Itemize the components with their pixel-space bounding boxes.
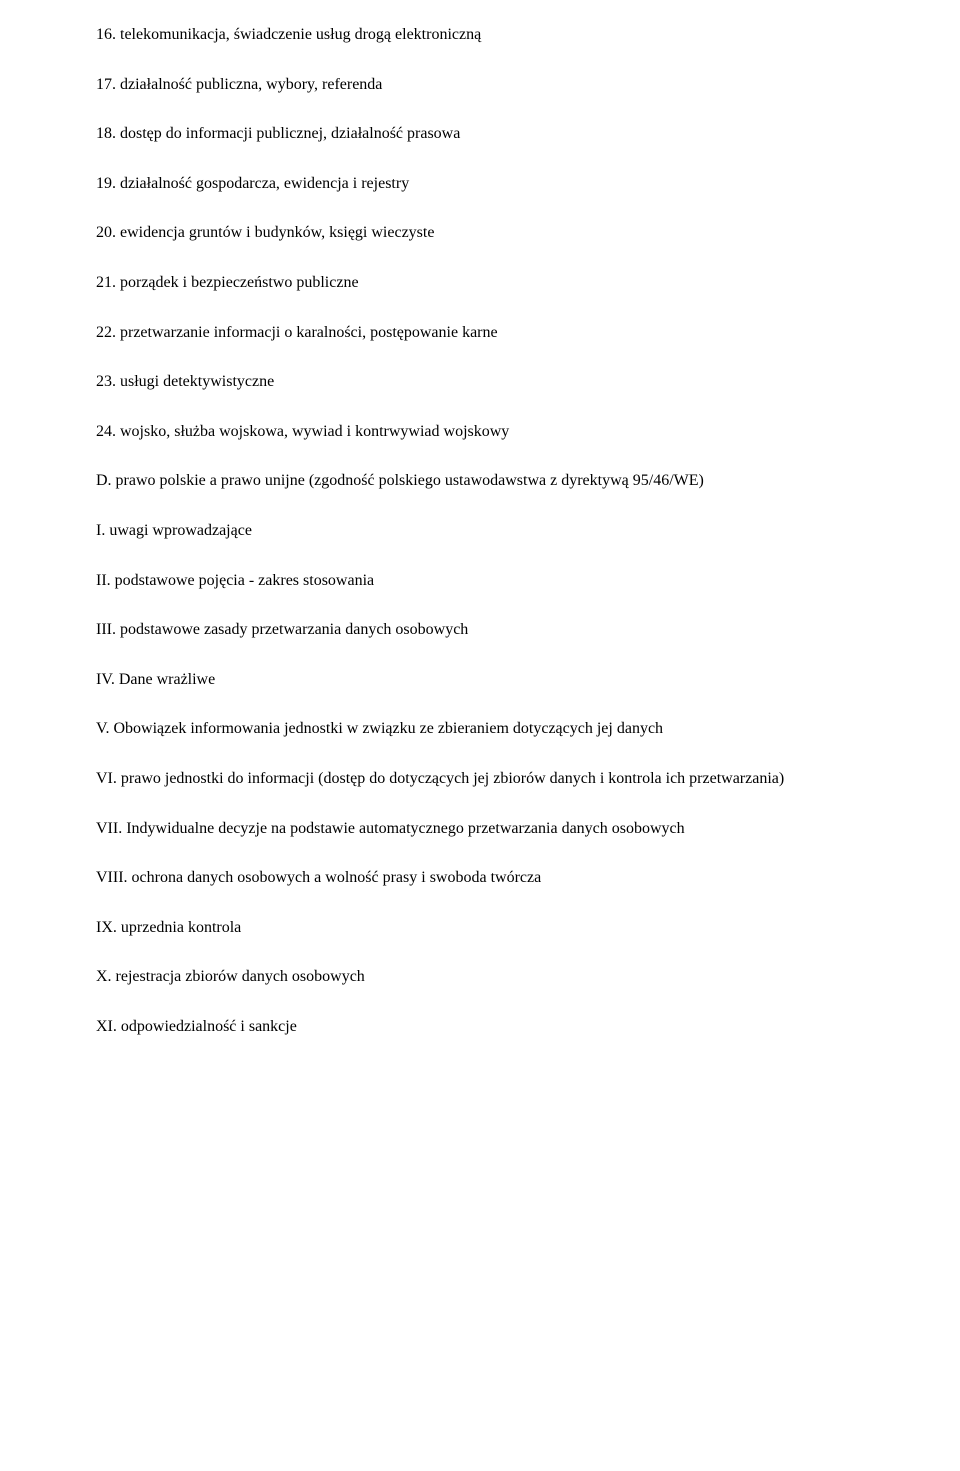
list-item: IV. Dane wrażliwe: [96, 669, 864, 691]
list-item: 21. porządek i bezpieczeństwo publiczne: [96, 272, 864, 294]
list-item: 18. dostęp do informacji publicznej, dzi…: [96, 123, 864, 145]
list-item: 16. telekomunikacja, świadczenie usług d…: [96, 24, 864, 46]
list-item: V. Obowiązek informowania jednostki w zw…: [96, 718, 864, 740]
list-item: 20. ewidencja gruntów i budynków, księgi…: [96, 222, 864, 244]
list-item: 19. działalność gospodarcza, ewidencja i…: [96, 173, 864, 195]
list-item: VI. prawo jednostki do informacji (dostę…: [96, 768, 864, 790]
list-item: X. rejestracja zbiorów danych osobowych: [96, 966, 864, 988]
list-item: I. uwagi wprowadzające: [96, 520, 864, 542]
list-item: 23. usługi detektywistyczne: [96, 371, 864, 393]
list-item: XI. odpowiedzialność i sankcje: [96, 1016, 864, 1038]
list-item: 22. przetwarzanie informacji o karalnośc…: [96, 322, 864, 344]
list-item: 17. działalność publiczna, wybory, refer…: [96, 74, 864, 96]
list-item: VII. Indywidualne decyzje na podstawie a…: [96, 818, 864, 840]
list-item: III. podstawowe zasady przetwarzania dan…: [96, 619, 864, 641]
list-item: VIII. ochrona danych osobowych a wolność…: [96, 867, 864, 889]
section-d-title: D. prawo polskie a prawo unijne (zgodnoś…: [96, 470, 864, 492]
document-page: 16. telekomunikacja, świadczenie usług d…: [0, 0, 960, 1077]
list-item: 24. wojsko, służba wojskowa, wywiad i ko…: [96, 421, 864, 443]
list-item: II. podstawowe pojęcia - zakres stosowan…: [96, 570, 864, 592]
list-item: IX. uprzednia kontrola: [96, 917, 864, 939]
